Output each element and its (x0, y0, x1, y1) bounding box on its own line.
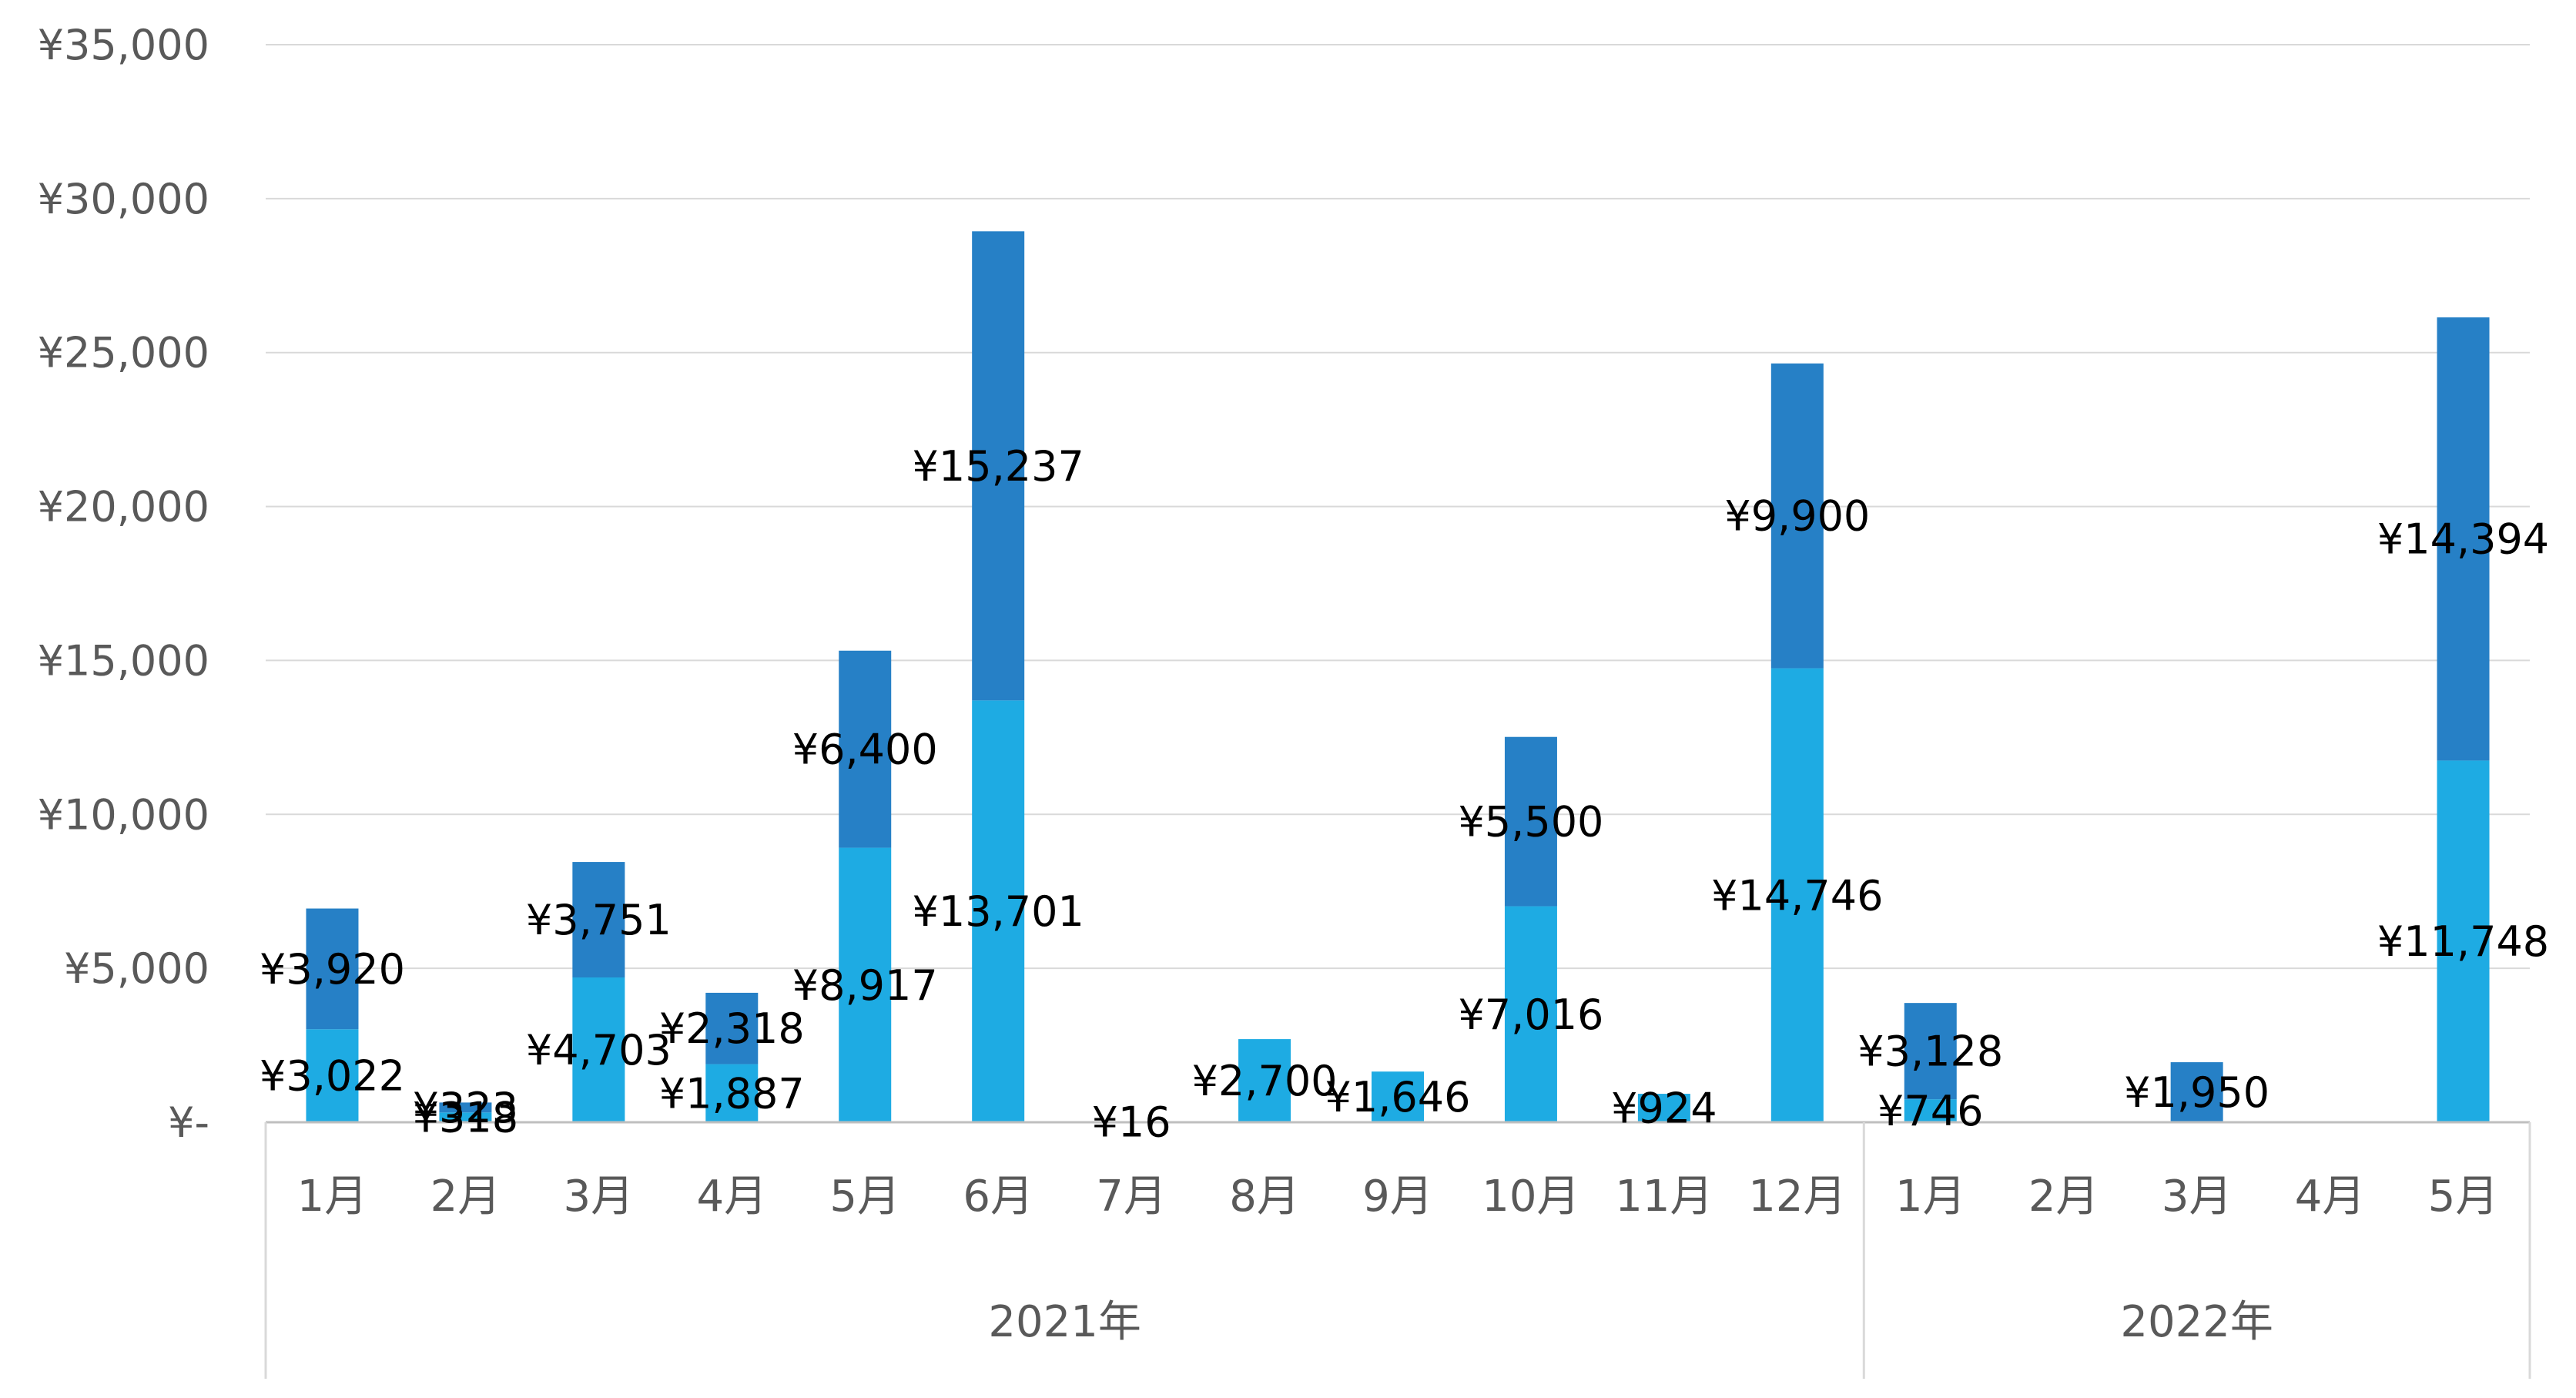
data-label: ¥14,394 (2377, 515, 2549, 564)
bar-segment (1637, 1094, 1690, 1122)
data-label: ¥318 (413, 1094, 518, 1142)
x-group-label: 2021年 (988, 1297, 1141, 1347)
x-category-label: 4月 (2295, 1172, 2366, 1222)
bar-segment (1904, 1099, 1957, 1122)
bar-segment (1770, 363, 1824, 669)
bar-segment (839, 847, 892, 1122)
data-label: ¥2,700 (1192, 1057, 1338, 1105)
bar-segment (972, 231, 1025, 701)
x-category-label: 2月 (430, 1172, 501, 1222)
x-category-label: 2月 (2028, 1172, 2099, 1222)
x-category-label: 5月 (2428, 1172, 2499, 1222)
data-label: ¥13,701 (913, 887, 1084, 936)
data-label: ¥746 (1878, 1087, 1983, 1135)
x-category-label: 1月 (1895, 1172, 1966, 1222)
data-label: ¥1,646 (1325, 1073, 1471, 1121)
x-category-label: 11月 (1615, 1172, 1713, 1222)
bar-segment (1504, 736, 1557, 907)
x-category-label: 6月 (963, 1172, 1033, 1222)
data-label: ¥14,746 (1711, 871, 1883, 920)
bar-segment (572, 977, 625, 1122)
bars (306, 231, 2490, 1123)
data-label: ¥323 (413, 1084, 518, 1132)
bar-segment (972, 700, 1025, 1122)
y-tick-label: ¥15,000 (38, 636, 209, 685)
x-category-label: 3月 (564, 1172, 635, 1222)
data-label: ¥1,887 (659, 1069, 805, 1118)
gridlines (266, 44, 2530, 970)
y-tick-label: ¥35,000 (38, 21, 209, 69)
data-label: ¥3,022 (260, 1052, 405, 1101)
bar-segment (2170, 1062, 2223, 1122)
data-label: ¥4,703 (526, 1026, 672, 1074)
x-category-label: 8月 (1229, 1172, 1300, 1222)
x-category-label: 5月 (829, 1172, 900, 1222)
x-category-label: 7月 (1096, 1172, 1167, 1222)
data-label: ¥2,318 (659, 1004, 805, 1053)
data-label: ¥3,920 (260, 945, 405, 994)
bar-segment (306, 1029, 359, 1122)
bar-segment (2437, 760, 2490, 1122)
data-label: ¥9,900 (1724, 492, 1870, 541)
y-tick-label: ¥10,000 (38, 790, 209, 839)
bar-segment (705, 1064, 759, 1122)
bar-segment (2437, 317, 2490, 761)
y-tick-label: ¥25,000 (38, 329, 209, 377)
x-category-label: 3月 (2162, 1172, 2233, 1222)
x-category-label: 10月 (1482, 1172, 1579, 1222)
y-tick-label: ¥30,000 (38, 175, 209, 223)
data-label: ¥11,748 (2377, 917, 2549, 966)
bar-segment (1904, 1003, 1957, 1100)
data-label: ¥1,950 (2124, 1068, 2269, 1117)
x-category-label: 4月 (696, 1172, 767, 1222)
data-labels: ¥3,022 ¥3,920 ¥318¥323¥4,703 ¥3,751 ¥1,887 ¥2… (260, 442, 2549, 1147)
data-label: ¥15,237 (913, 442, 1084, 491)
x-category-label: 1月 (297, 1172, 368, 1222)
bar-segment (1504, 906, 1557, 1122)
data-label: ¥3,128 (1857, 1028, 2003, 1076)
x-category-label: 9月 (1362, 1172, 1433, 1222)
y-axis-tick-labels: ¥- ¥5,000 ¥10,000 ¥15,000 ¥20,000 ¥25,000 ¥30,… (38, 21, 209, 1147)
y-tick-label: ¥20,000 (38, 483, 209, 531)
bar-segment (306, 908, 359, 1030)
data-label: ¥6,400 (792, 726, 938, 774)
y-tick-label: ¥- (168, 1098, 209, 1147)
data-label: ¥3,751 (526, 896, 672, 944)
data-label: ¥5,500 (1458, 798, 1603, 847)
bar-segment (1238, 1039, 1291, 1122)
bar-segment (572, 862, 625, 978)
bar-segment (1372, 1071, 1424, 1122)
bar-segment (1770, 668, 1824, 1122)
x-axis: 1月 2月 3月 4月 5月 6月 7月 8月 9月 10月 11月 12月 1月 2月 3月 4月 5月 202… (264, 1121, 2531, 1379)
x-group-label: 2022年 (2120, 1297, 2273, 1347)
data-label: ¥924 (1611, 1085, 1717, 1133)
bar-segment (839, 650, 892, 848)
data-label: ¥16 (1092, 1098, 1171, 1147)
bar-segment (439, 1102, 492, 1113)
x-category-label: 12月 (1748, 1172, 1846, 1222)
bar-segment (705, 992, 759, 1064)
y-tick-label: ¥5,000 (64, 944, 209, 993)
data-label: ¥8,917 (792, 961, 938, 1010)
data-label: ¥7,016 (1458, 991, 1603, 1039)
bar-segment (439, 1112, 492, 1122)
